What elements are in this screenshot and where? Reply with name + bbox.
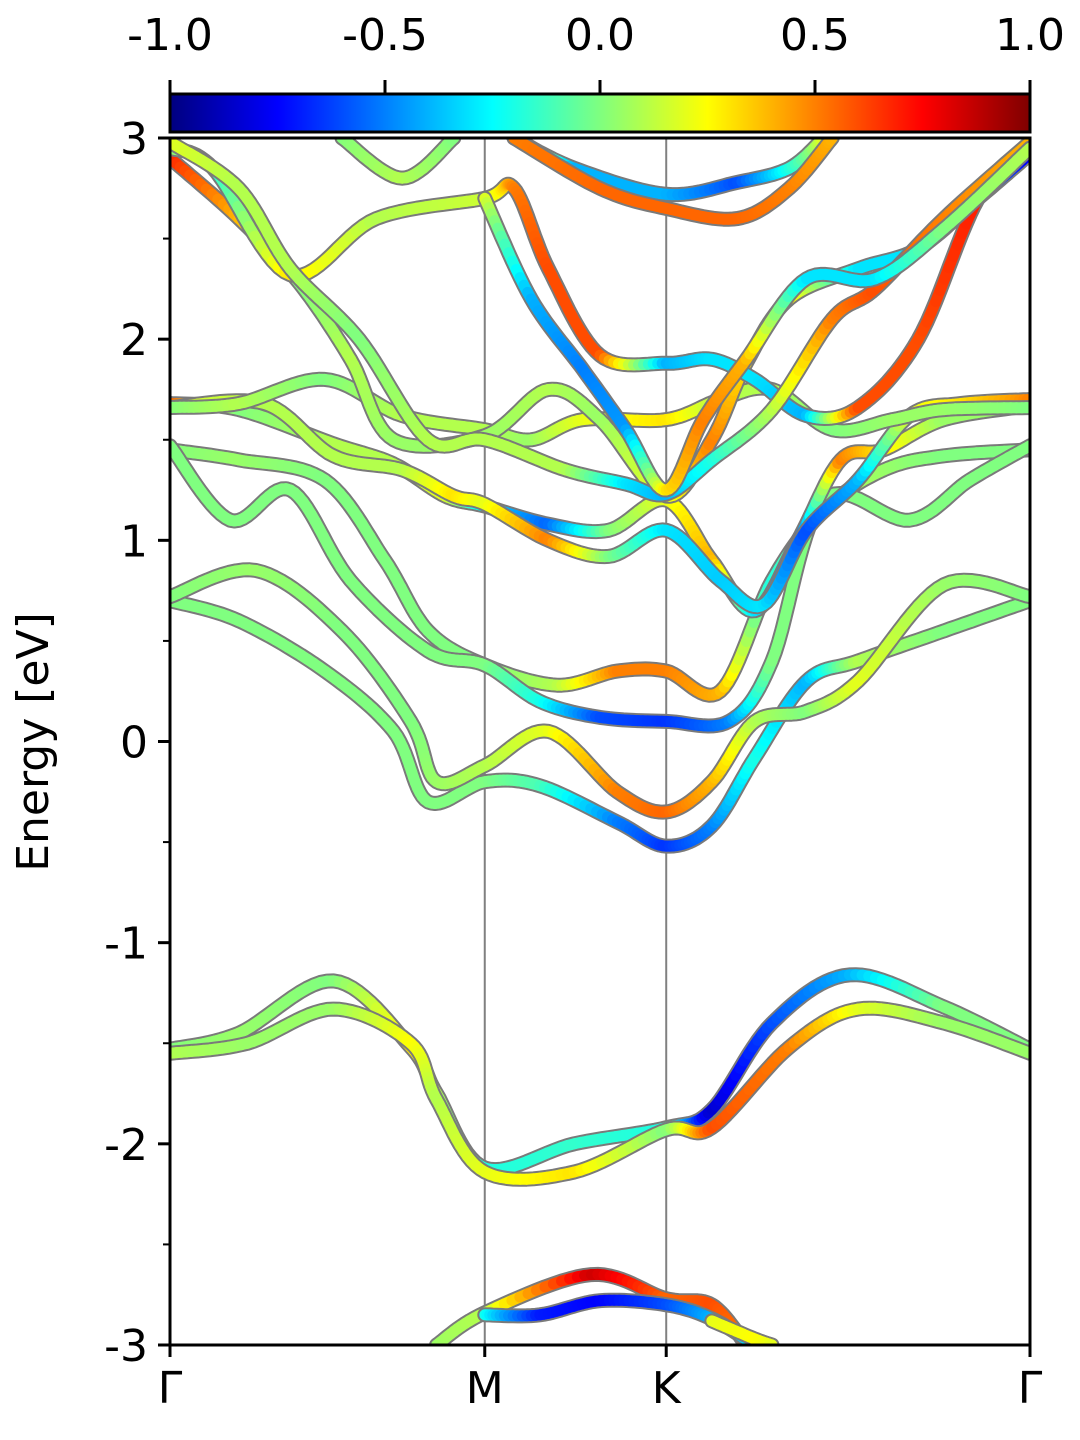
colorbar-tick-label: -0.5 — [342, 10, 428, 61]
y-tick-label: 1 — [120, 516, 148, 567]
y-tick-label: -2 — [104, 1120, 148, 1171]
plot-area: 3 2 1 0 -1 -2 -3 Γ M K Γ — [104, 114, 1043, 1414]
y-tick-label: 2 — [120, 315, 148, 366]
colorbar-tick-label: 1.0 — [995, 10, 1065, 61]
x-tick-label: Γ — [158, 1363, 183, 1414]
band-b17 — [334, 138, 462, 186]
y-axis-ticks: 3 2 1 0 -1 -2 -3 — [104, 114, 170, 1372]
kpoint-lines — [483, 138, 668, 1345]
band-b1 — [170, 967, 1030, 1178]
x-tick-label: M — [466, 1363, 504, 1414]
band-outline — [170, 1000, 1030, 1187]
colorbar-tick-label: 0.0 — [565, 10, 635, 61]
colorbar-tick-label: 0.5 — [780, 10, 850, 61]
colorbar-ticks: -1.0 -0.5 0.0 0.5 1.0 — [127, 10, 1065, 94]
band-b2 — [170, 1000, 1030, 1187]
colorbar: -1.0 -0.5 0.0 0.5 1.0 — [127, 10, 1065, 134]
band-b5 — [704, 1313, 780, 1345]
band-b16 — [477, 140, 1030, 498]
band-b19 — [506, 138, 840, 227]
x-tick-label: Γ — [1018, 1363, 1043, 1414]
colorbar-tick-label: -1.0 — [127, 10, 213, 61]
band-lines — [170, 138, 1030, 1345]
y-axis-label: Energy [eV] — [8, 612, 59, 872]
band-b7 — [170, 562, 1030, 820]
x-tick-label: K — [652, 1363, 682, 1414]
y-tick-label: 0 — [120, 718, 148, 769]
y-tick-label: 3 — [120, 114, 148, 165]
band-b11 — [170, 392, 1030, 615]
colorbar-gradient — [168, 92, 1032, 134]
y-tick-label: -3 — [104, 1321, 148, 1372]
y-tick-label: -1 — [104, 919, 148, 970]
